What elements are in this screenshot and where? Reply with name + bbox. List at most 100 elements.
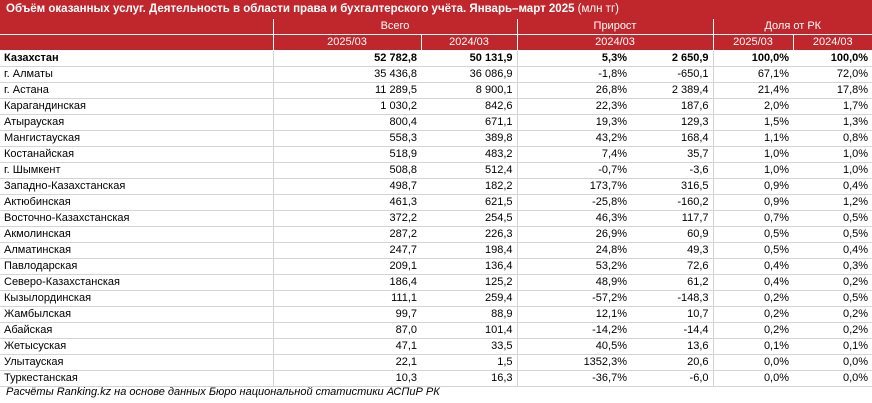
cell-growth-absolute: 60,9 <box>631 226 714 243</box>
cell-growth-percent: 12,1% <box>516 306 631 323</box>
cell-share-2025: 0,2% <box>712 290 794 307</box>
cell-total-2024: 182,2 <box>421 178 517 195</box>
cell-growth-absolute: 13,6 <box>631 338 714 355</box>
table-row: Атырауская 800,4 671,1 19,3% 129,3 1,5% 1,3% <box>0 114 872 131</box>
table-row: Жамбылская 99,7 88,9 12,1% 10,7 0,2% 0,2% <box>0 306 872 323</box>
cell-growth-percent: 26,9% <box>516 226 631 243</box>
table-title-unit: (млн тг) <box>574 3 619 15</box>
cell-total-2025: 35 436,8 <box>272 66 421 83</box>
cell-share-2025: 67,1% <box>712 66 794 83</box>
cell-growth-percent: 48,9% <box>516 274 631 291</box>
cell-growth-percent: -25,8% <box>516 194 631 211</box>
cell-region-name: Жамбылская <box>0 306 273 323</box>
cell-growth-absolute: 187,6 <box>631 98 714 115</box>
table-row: Карагандинская 1 030,2 842,6 22,3% 187,6 2,0%… <box>0 98 872 115</box>
cell-growth-percent: -36,7% <box>516 370 631 387</box>
cell-growth-absolute: 72,6 <box>631 258 714 275</box>
header-share-2025: 2025/03 <box>712 34 794 51</box>
cell-total-2025: 372,2 <box>272 210 421 227</box>
cell-region-name: Жетысуская <box>0 338 273 355</box>
table-row: Костанайская 518,9 483,2 7,4% 35,7 1,0% 1,0% <box>0 146 872 163</box>
cell-share-2024: 0,3% <box>793 258 872 275</box>
cell-growth-percent: 26,8% <box>516 82 631 99</box>
cell-total-2025: 99,7 <box>272 306 421 323</box>
table-row: Туркестанская 10,3 16,3 -36,7% -6,0 0,0% 0,0% <box>0 370 872 387</box>
cell-share-2025: 0,0% <box>712 354 794 371</box>
cell-growth-absolute: 117,7 <box>631 210 714 227</box>
cell-growth-percent: 19,3% <box>516 114 631 131</box>
header-total-2025: 2025/03 <box>272 34 421 51</box>
cell-total-2025: 498,7 <box>272 178 421 195</box>
cell-total-2025: 247,7 <box>272 242 421 259</box>
cell-total-2024: 101,4 <box>421 322 517 339</box>
cell-region-name: г. Шымкент <box>0 162 273 179</box>
table-row: Акмолинская 287,2 226,3 26,9% 60,9 0,5% 0,5% <box>0 226 872 243</box>
cell-growth-absolute: 10,7 <box>631 306 714 323</box>
cell-share-2025: 2,0% <box>712 98 794 115</box>
cell-total-2024: 125,2 <box>421 274 517 291</box>
header-region-blank-2 <box>0 34 273 51</box>
cell-region-name: Улытауская <box>0 354 273 371</box>
cell-growth-absolute: 20,6 <box>631 354 714 371</box>
cell-growth-absolute: 2 389,4 <box>631 82 714 99</box>
cell-growth-absolute: 61,2 <box>631 274 714 291</box>
table-row: г. Алматы 35 436,8 36 086,9 -1,8% -650,1 67,1… <box>0 66 872 83</box>
cell-share-2024: 0,5% <box>793 226 872 243</box>
header-group-total: Всего <box>272 19 517 35</box>
cell-total-2024: 36 086,9 <box>421 66 517 83</box>
cell-total-2025: 47,1 <box>272 338 421 355</box>
cell-share-2024: 0,2% <box>793 306 872 323</box>
cell-share-2024: 17,8% <box>793 82 872 99</box>
cell-share-2024: 0,2% <box>793 274 872 291</box>
table-row: Улытауская 22,1 1,5 1352,3% 20,6 0,0% 0,0% <box>0 354 872 371</box>
cell-region-name: Костанайская <box>0 146 273 163</box>
cell-share-2024: 0,1% <box>793 338 872 355</box>
table-body: Казахстан 52 782,8 50 131,9 5,3% 2 650,9 100,… <box>0 50 872 387</box>
cell-growth-absolute: -14,4 <box>631 322 714 339</box>
table-row: г. Астана 11 289,5 8 900,1 26,8% 2 389,4 21,4… <box>0 82 872 99</box>
cell-share-2024: 72,0% <box>793 66 872 83</box>
table-row: Павлодарская 209,1 136,4 53,2% 72,6 0,4% 0,3% <box>0 258 872 275</box>
header-share-2024: 2024/03 <box>792 34 872 51</box>
cell-share-2024: 0,8% <box>793 130 872 147</box>
cell-total-2025: 11 289,5 <box>272 82 421 99</box>
cell-growth-percent: 53,2% <box>516 258 631 275</box>
cell-growth-absolute: -160,2 <box>631 194 714 211</box>
cell-growth-percent: 46,3% <box>516 210 631 227</box>
cell-total-2024: 16,3 <box>421 370 517 387</box>
cell-growth-absolute: 49,3 <box>631 242 714 259</box>
cell-growth-percent: -57,2% <box>516 290 631 307</box>
cell-total-2024: 88,9 <box>421 306 517 323</box>
header-group-row: Всего Прирост Доля от РК <box>0 19 872 35</box>
header-group-share: Доля от РК <box>712 19 872 35</box>
cell-total-2024: 254,5 <box>421 210 517 227</box>
cell-share-2024: 1,0% <box>793 162 872 179</box>
cell-share-2024: 0,2% <box>793 322 872 339</box>
cell-region-name: Казахстан <box>0 50 273 67</box>
cell-total-2025: 87,0 <box>272 322 421 339</box>
cell-growth-percent: 24,8% <box>516 242 631 259</box>
cell-share-2024: 0,0% <box>793 370 872 387</box>
cell-growth-absolute: 316,5 <box>631 178 714 195</box>
cell-growth-percent: 5,3% <box>516 50 631 67</box>
cell-total-2024: 33,5 <box>421 338 517 355</box>
cell-region-name: Восточно-Казахстанская <box>0 210 273 227</box>
cell-total-2024: 8 900,1 <box>421 82 517 99</box>
cell-growth-absolute: -3,6 <box>631 162 714 179</box>
table-row: Восточно-Казахстанская 372,2 254,5 46,3% 117… <box>0 210 872 227</box>
cell-share-2024: 0,4% <box>793 242 872 259</box>
cell-region-name: Атырауская <box>0 114 273 131</box>
cell-growth-percent: 173,7% <box>516 178 631 195</box>
cell-region-name: г. Алматы <box>0 66 273 83</box>
header-growth-2024: 2024/03 <box>516 34 714 51</box>
cell-growth-percent: 1352,3% <box>516 354 631 371</box>
table-row: г. Шымкент 508,8 512,4 -0,7% -3,6 1,0% 1,0% <box>0 162 872 179</box>
table-row: Мангистауская 558,3 389,8 43,2% 168,4 1,1% 0,8… <box>0 130 872 147</box>
cell-growth-percent: 22,3% <box>516 98 631 115</box>
cell-growth-absolute: 2 650,9 <box>631 50 714 67</box>
cell-share-2025: 0,0% <box>712 370 794 387</box>
cell-region-name: Карагандинская <box>0 98 273 115</box>
cell-total-2024: 483,2 <box>421 146 517 163</box>
cell-total-2024: 259,4 <box>421 290 517 307</box>
cell-region-name: Актюбинская <box>0 194 273 211</box>
